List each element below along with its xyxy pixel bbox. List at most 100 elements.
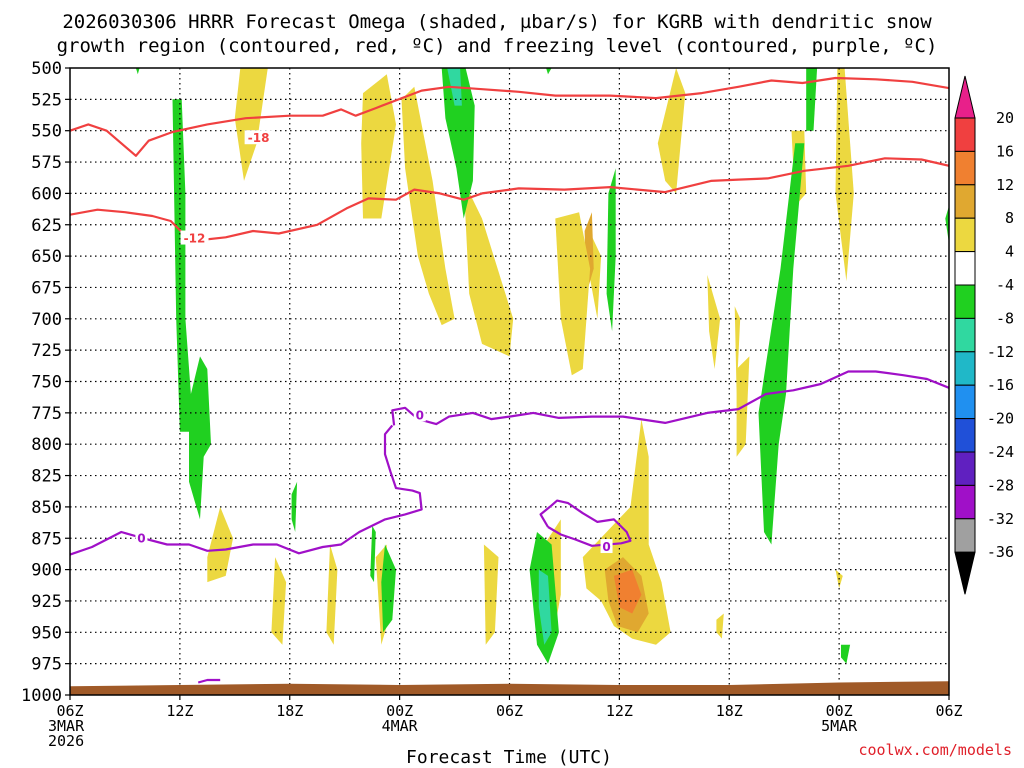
contour-label-bg [600, 539, 613, 554]
contour-label-bg [180, 230, 209, 245]
colorbar-label: -4 [996, 276, 1014, 294]
x-tick-label: 18Z [716, 702, 743, 720]
ground-surface-layer [70, 681, 949, 695]
x-axis-label: Forecast Time (UTC) [406, 747, 612, 768]
colorbar-label: -12 [987, 343, 1014, 361]
colorbar-band [954, 217, 976, 253]
y-tick-label: 650 [31, 247, 62, 267]
colorbar-band [954, 284, 976, 319]
omega-shaded-region-15 [613, 569, 642, 614]
y-tick-label: 525 [31, 90, 62, 110]
x-tick-label: 00Z [386, 702, 413, 720]
x-tick-label: 5MAR [821, 717, 858, 735]
contour-label-bg [413, 407, 426, 422]
omega-shaded-region-3 [463, 180, 514, 357]
colorbar-band [954, 518, 976, 553]
colorbar-label: -8 [996, 309, 1014, 327]
omega-shaded-region-33 [758, 143, 805, 545]
omega-shading-layer [135, 68, 949, 664]
omega-shaded-region-11 [835, 68, 854, 282]
contour-label: 0 [602, 540, 610, 554]
omega-shaded-region-4 [207, 506, 233, 583]
omega-shaded-region-25 [291, 481, 298, 532]
y-tick-label: 600 [31, 184, 62, 204]
colorbar-band [954, 351, 976, 386]
contour-label: -12 [184, 232, 206, 246]
colorbar-top-arrow [954, 75, 976, 119]
colorbar-label: -36 [987, 543, 1014, 561]
colorbar-band [954, 484, 976, 520]
x-tick-label: 12Z [606, 702, 633, 720]
x-tick-label: 2026 [48, 732, 84, 750]
colorbar-band [954, 150, 976, 186]
x-tick-label: 4MAR [382, 717, 419, 735]
y-tick-label: 950 [31, 623, 62, 643]
colorbar-band [954, 418, 976, 453]
x-tick-label: 06Z [935, 702, 962, 720]
y-tick-label: 1000 [21, 686, 62, 706]
omega-shaded-region-0 [234, 68, 268, 181]
colorbar-label: 20 [996, 109, 1014, 127]
omega-shaded-region-22 [716, 613, 724, 639]
x-tick-label: 12Z [166, 702, 193, 720]
x-tick-label: 06Z [56, 702, 83, 720]
omega-shaded-region-27 [370, 525, 376, 583]
chart-title-line2: growth region (contoured, red, ºC) and f… [57, 35, 938, 57]
omega-shaded-region-26 [381, 544, 396, 633]
omega-shaded-region-36 [945, 205, 949, 244]
omega-shaded-region-1 [361, 74, 396, 219]
colorbar-label: -24 [987, 443, 1014, 461]
chart-title-line1: 2026030306 HRRR Forecast Omega (shaded, … [62, 11, 932, 33]
y-tick-label: 875 [31, 529, 62, 549]
colorbar-label: -20 [987, 410, 1014, 428]
contour-line-2 [391, 370, 949, 426]
omega-shaded-region-37 [135, 68, 140, 75]
colorbar-band [954, 184, 976, 219]
omega-shaded-region-6 [657, 68, 686, 194]
omega-shaded-region-21 [483, 544, 499, 645]
x-tick-label: 06Z [496, 702, 523, 720]
colorbar-label: -32 [987, 510, 1014, 528]
contour-label-bg [244, 130, 273, 145]
y-tick-label: 700 [31, 310, 62, 330]
colorbar-label: 12 [996, 176, 1014, 194]
omega-shaded-region-24 [172, 99, 211, 520]
colorbar-bottom-arrow [954, 551, 976, 595]
y-tick-label: 625 [31, 216, 62, 236]
omega-shaded-region-9 [734, 306, 741, 394]
colorbar: 20 16 12 8 4 -4 -8 -12 -16 -20 -24 -28 -32 -36 [954, 75, 1014, 595]
omega-shaded-region-32 [606, 168, 616, 332]
site-credit: coolwx.com/models [858, 741, 1012, 759]
omega-shaded-region-34 [806, 68, 818, 131]
omega-shaded-region-7 [707, 274, 721, 369]
omega-shaded-region-19 [326, 544, 338, 645]
y-tick-label: 675 [31, 278, 62, 298]
contour-line-3 [70, 424, 423, 556]
y-tick-label: 725 [31, 341, 62, 361]
y-tick-label: 550 [31, 122, 62, 142]
contour-label-bg [135, 530, 148, 545]
y-tick-label: 750 [31, 373, 62, 393]
colorbar-band [954, 451, 976, 486]
y-tick-label: 575 [31, 153, 62, 173]
contour-line-5 [197, 678, 221, 684]
y-tick-label: 775 [31, 404, 62, 424]
contour-line-4 [539, 499, 632, 547]
colorbar-label: 4 [1005, 243, 1014, 261]
colorbar-label: 16 [996, 142, 1014, 160]
contour-line-0 [70, 76, 949, 157]
y-tick-label: 900 [31, 561, 62, 581]
contour-labels-layer: -18 -12 0 0 0 [135, 130, 613, 554]
colorbar-label: -28 [987, 476, 1014, 494]
y-tick-label: 975 [31, 655, 62, 675]
omega-shaded-region-28 [441, 68, 475, 219]
y-tick-label: 825 [31, 467, 62, 487]
y-tick-label: 800 [31, 435, 62, 455]
y-tick-label: 925 [31, 592, 62, 612]
omega-shaded-region-35 [841, 644, 851, 664]
y-tick-label: 850 [31, 498, 62, 518]
omega-shaded-region-38 [546, 68, 552, 75]
contour-label: 0 [137, 531, 145, 545]
